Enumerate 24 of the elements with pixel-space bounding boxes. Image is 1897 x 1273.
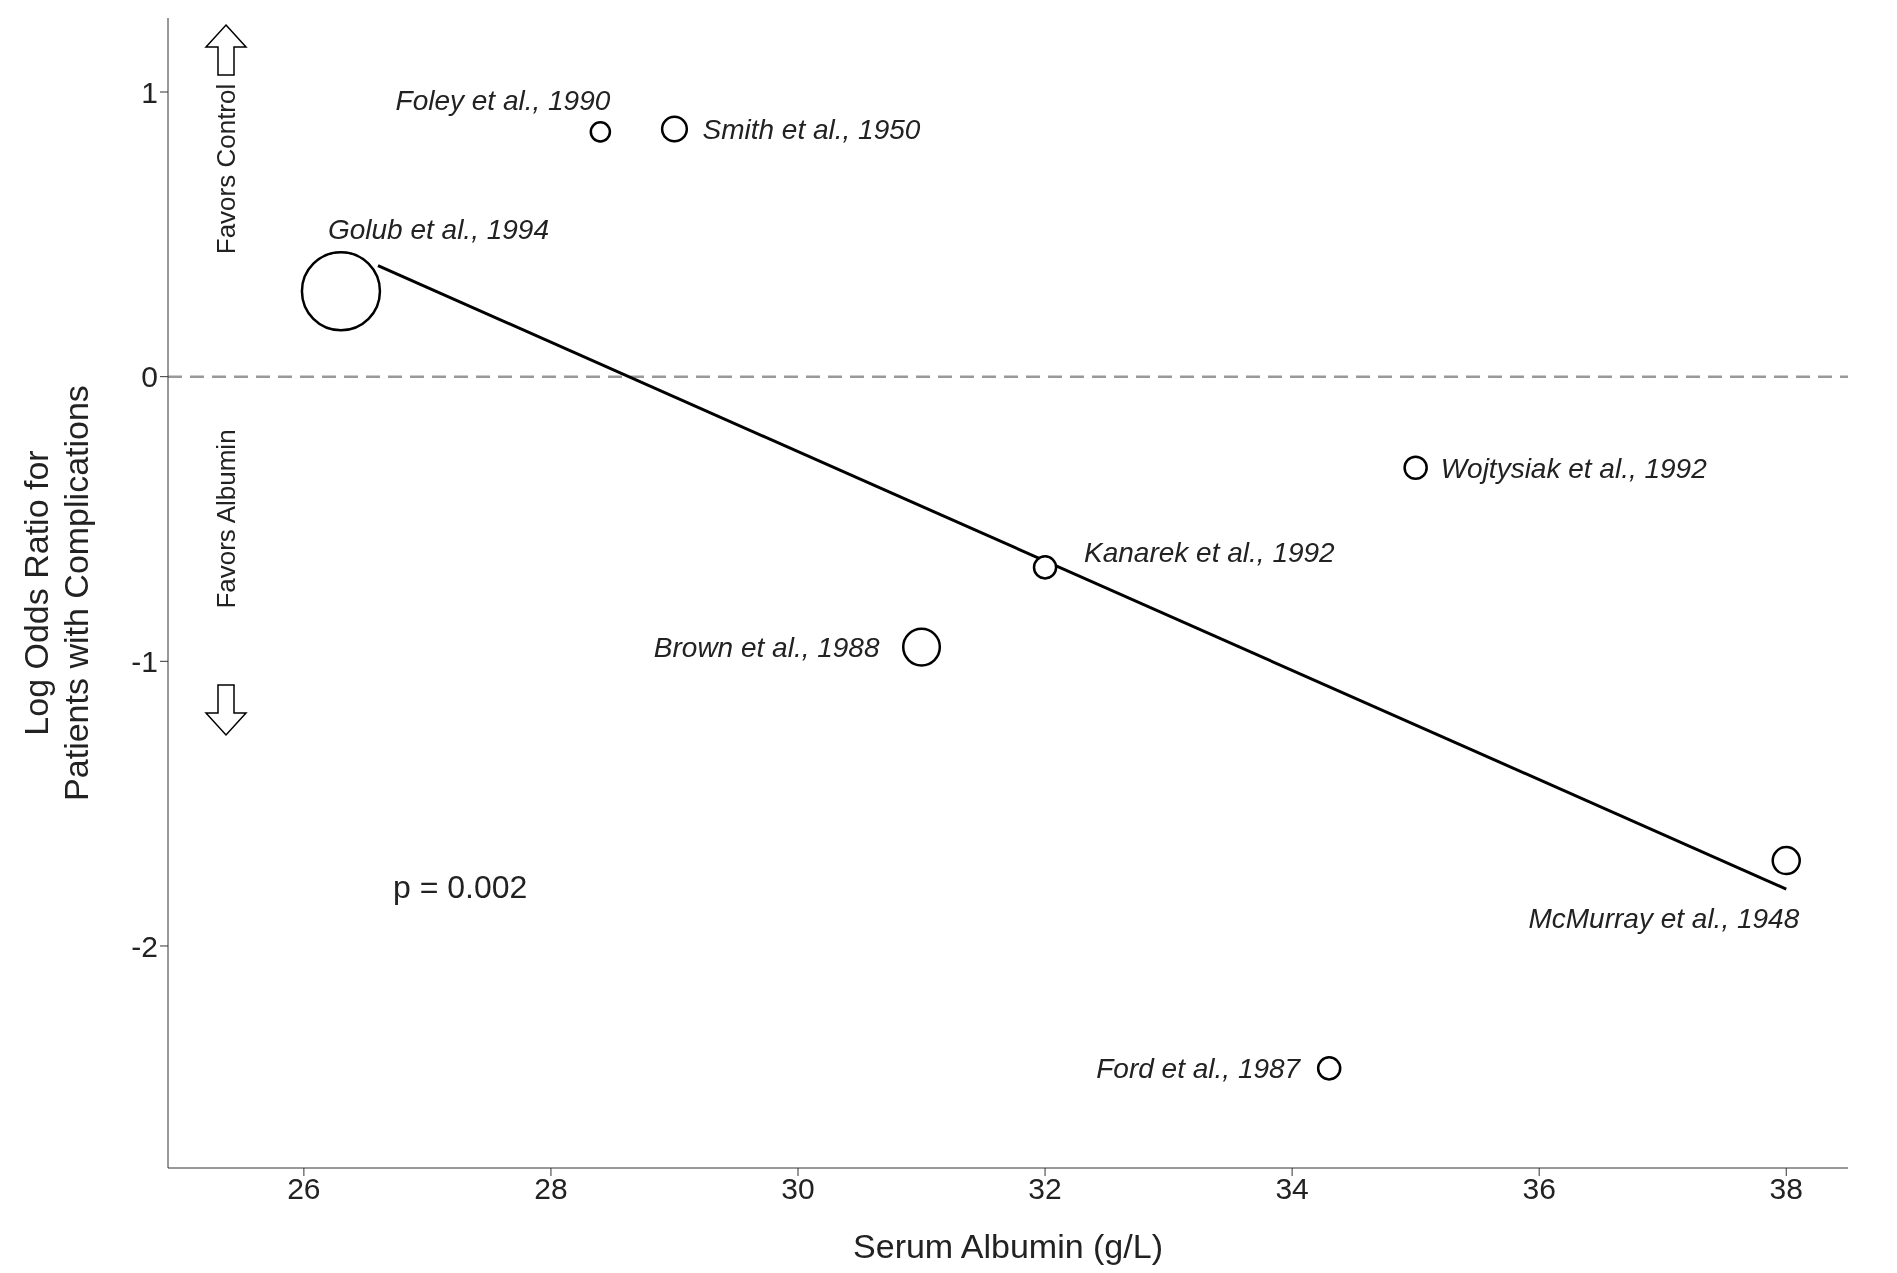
x-tick-label: 34 bbox=[1275, 1172, 1309, 1206]
x-tick-label: 28 bbox=[534, 1172, 568, 1206]
annotation: McMurray et al., 1948 bbox=[1528, 903, 1800, 935]
annotation: Favors Control bbox=[210, 83, 242, 255]
y-tick-label: -2 bbox=[131, 929, 158, 963]
annotation: Smith et al., 1950 bbox=[702, 113, 921, 145]
x-tick-label: 36 bbox=[1522, 1172, 1556, 1206]
y-tick-label: -1 bbox=[131, 644, 158, 678]
annotation: p = 0.002 bbox=[393, 869, 528, 907]
x-tick-label: 26 bbox=[287, 1172, 321, 1206]
annotation: Wojtysiak et al., 1992 bbox=[1440, 452, 1708, 484]
annotation: Kanarek et al., 1992 bbox=[1084, 537, 1336, 569]
x-axis-title: Serum Albumin (g/L) bbox=[853, 1227, 1163, 1265]
annotation: Brown et al., 1988 bbox=[653, 631, 880, 663]
x-tick-label: 32 bbox=[1028, 1172, 1062, 1206]
x-tick-label: 38 bbox=[1769, 1172, 1803, 1206]
y-axis-title: Log Odds Ratio for Patients with Complications bbox=[17, 385, 95, 801]
y-tick-label: 1 bbox=[141, 75, 158, 109]
annotation: Ford et al., 1987 bbox=[1096, 1053, 1302, 1085]
annotation: Golub et al., 1994 bbox=[327, 214, 549, 246]
x-tick-label: 30 bbox=[781, 1172, 815, 1206]
annotation: Foley et al., 1990 bbox=[395, 84, 611, 116]
annotation: Favors Albumin bbox=[210, 429, 242, 609]
y-tick-label: 0 bbox=[141, 360, 158, 394]
